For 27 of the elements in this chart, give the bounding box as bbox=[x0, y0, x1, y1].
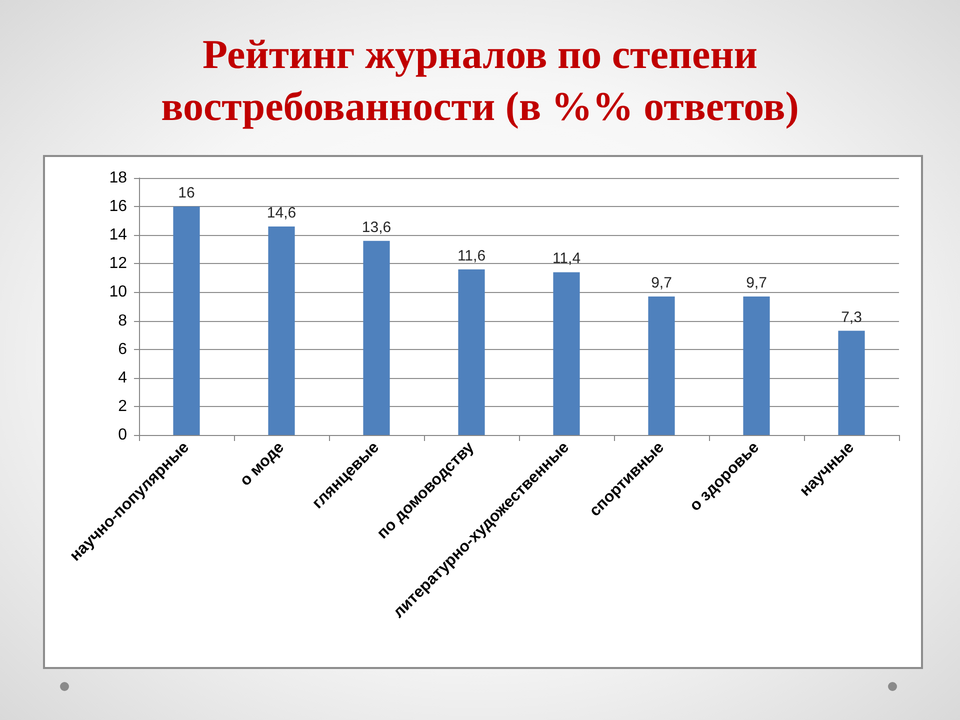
y-tick-label: 16 bbox=[109, 198, 128, 216]
data-label: 9,7 bbox=[651, 274, 672, 292]
data-label: 11,6 bbox=[457, 247, 486, 264]
bar bbox=[268, 226, 295, 435]
y-tick-label: 14 bbox=[109, 226, 128, 244]
y-tick-label: 4 bbox=[118, 369, 128, 386]
data-label: 7,3 bbox=[841, 308, 862, 326]
bar bbox=[363, 240, 390, 435]
y-tick-label: 0 bbox=[118, 426, 128, 444]
y-tick-label: 18 bbox=[109, 170, 128, 186]
y-tick-label: 12 bbox=[109, 255, 128, 272]
bar bbox=[173, 206, 200, 435]
bar bbox=[648, 296, 675, 435]
data-label: 11,4 bbox=[552, 250, 581, 268]
bar bbox=[553, 272, 580, 435]
y-tick-label: 2 bbox=[118, 398, 128, 415]
bar bbox=[838, 330, 865, 435]
bar bbox=[743, 296, 770, 435]
chart-title: Рейтинг журналов по степени востребованности (в %% ответов) bbox=[160, 30, 800, 131]
y-tick-label: 10 bbox=[109, 284, 128, 301]
y-tick-label: 8 bbox=[118, 312, 128, 330]
data-label: 9,7 bbox=[746, 274, 767, 292]
data-label: 16 bbox=[178, 184, 195, 202]
data-label: 13,6 bbox=[362, 218, 392, 236]
bar bbox=[458, 269, 485, 435]
data-label: 14,6 bbox=[266, 204, 296, 222]
y-tick-label: 6 bbox=[118, 340, 128, 358]
